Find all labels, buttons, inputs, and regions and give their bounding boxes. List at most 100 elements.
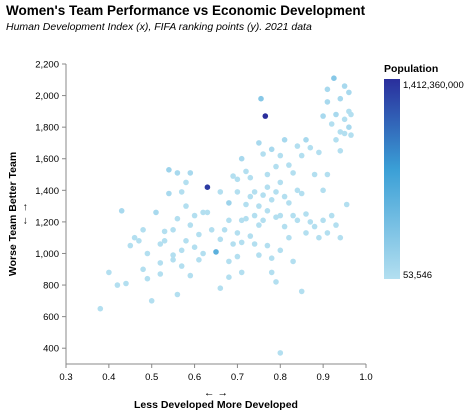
data-point[interactable] [217,236,224,243]
data-point[interactable] [247,174,254,181]
data-point[interactable] [178,247,185,254]
data-point[interactable] [217,189,224,195]
data-point[interactable] [303,137,309,143]
data-point[interactable] [260,217,266,224]
data-point[interactable] [243,215,249,222]
data-point[interactable] [264,242,271,249]
data-point[interactable] [341,130,348,137]
data-point[interactable] [277,247,284,254]
data-point[interactable] [294,217,301,224]
data-point[interactable] [123,280,129,287]
data-point[interactable] [277,179,284,186]
data-point[interactable] [251,241,258,247]
data-point[interactable] [303,211,309,217]
data-point[interactable] [346,89,352,96]
data-point[interactable] [183,179,189,186]
data-point[interactable] [166,190,172,197]
data-point[interactable] [161,238,168,244]
data-point[interactable] [213,249,219,255]
data-point[interactable] [286,234,292,241]
data-point[interactable] [324,99,331,105]
data-point[interactable] [234,253,241,260]
data-point[interactable] [153,209,159,216]
data-point[interactable] [196,231,202,238]
data-point[interactable] [204,184,211,190]
data-point[interactable] [273,279,279,285]
data-point[interactable] [196,257,202,263]
data-point[interactable] [230,241,236,247]
data-point[interactable] [174,215,181,222]
data-point[interactable] [307,219,314,225]
data-point[interactable] [346,124,352,130]
data-point[interactable] [140,227,146,233]
data-point[interactable] [166,167,172,173]
data-point[interactable] [234,230,241,236]
data-point[interactable] [294,187,301,194]
data-point[interactable] [251,189,258,195]
data-point[interactable] [183,238,189,244]
data-point[interactable] [262,113,269,119]
data-point[interactable] [243,201,249,208]
data-point[interactable] [204,209,211,216]
data-point[interactable] [268,146,275,153]
data-point[interactable] [191,244,198,250]
data-point[interactable] [320,113,326,119]
data-point[interactable] [320,217,326,224]
data-point[interactable] [127,242,134,249]
data-point[interactable] [178,263,185,269]
data-point[interactable] [97,305,104,312]
data-point[interactable] [187,222,194,228]
data-point[interactable] [343,201,350,208]
data-point[interactable] [131,234,138,241]
data-point[interactable] [208,227,215,233]
data-point[interactable] [226,217,232,224]
data-point[interactable] [157,241,164,247]
data-point[interactable] [256,252,262,258]
data-point[interactable] [140,266,146,273]
data-point[interactable] [226,258,232,265]
data-point[interactable] [258,95,264,102]
data-point[interactable] [341,83,348,89]
data-point[interactable] [226,200,232,206]
data-point[interactable] [324,86,331,93]
data-point[interactable] [268,197,275,203]
data-point[interactable] [333,111,339,118]
data-point[interactable] [290,170,296,176]
data-point[interactable] [298,288,305,295]
data-point[interactable] [294,143,301,149]
data-point[interactable] [251,212,258,219]
data-point[interactable] [286,162,292,168]
data-point[interactable] [161,228,168,235]
data-point[interactable] [234,176,241,183]
data-point[interactable] [106,269,112,276]
data-point[interactable] [256,203,262,209]
data-point[interactable] [337,129,344,135]
data-point[interactable] [277,212,284,219]
data-point[interactable] [170,227,176,233]
data-point[interactable] [157,260,164,266]
data-point[interactable] [157,271,164,277]
data-point[interactable] [238,239,245,246]
data-point[interactable] [221,227,228,233]
data-point[interactable] [320,187,326,194]
data-point[interactable] [337,234,344,241]
data-point[interactable] [268,255,275,261]
data-point[interactable] [328,121,335,127]
data-point[interactable] [226,274,232,281]
data-point[interactable] [118,208,125,214]
data-point[interactable] [311,223,318,230]
data-point[interactable] [303,230,309,236]
data-point[interactable] [174,291,181,298]
data-point[interactable] [238,217,245,224]
data-point[interactable] [144,250,151,257]
data-point[interactable] [298,152,305,159]
data-point[interactable] [273,163,279,170]
data-point[interactable] [290,258,296,265]
data-point[interactable] [307,144,314,151]
data-point[interactable] [178,189,185,195]
data-point[interactable] [324,230,331,236]
data-point[interactable] [256,222,262,228]
data-point[interactable] [114,282,121,288]
data-point[interactable] [230,173,236,179]
data-point[interactable] [238,269,245,276]
